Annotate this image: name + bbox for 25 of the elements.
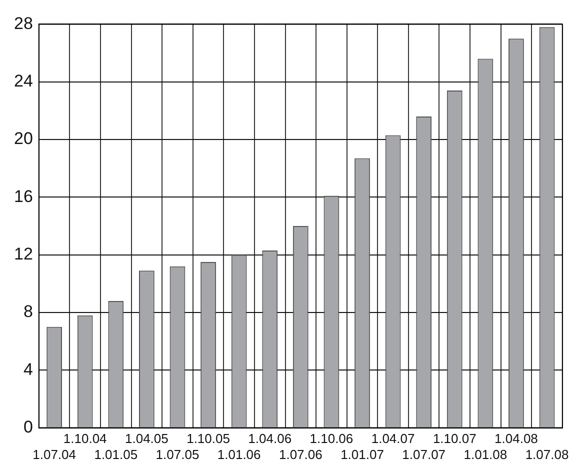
- x-tick-label: 1.10.04: [63, 431, 107, 446]
- x-tick-label: 1.04.05: [125, 431, 168, 446]
- y-tick-label: 4: [23, 360, 33, 379]
- x-tick-label: 1.01.07: [340, 446, 384, 462]
- y-tick-label: 0: [23, 417, 33, 436]
- y-tick-label: 28: [14, 14, 33, 33]
- x-tick-label: 1.01.08: [464, 446, 508, 462]
- x-tick-label: 1.01.05: [94, 446, 138, 462]
- x-tick-label: 1.07.05: [156, 446, 200, 462]
- x-tick-label: 1.10.06: [310, 431, 354, 446]
- y-tick-label: 8: [23, 302, 33, 322]
- x-tick-label: 1.01.06: [217, 446, 261, 462]
- y-tick-label: 20: [14, 129, 33, 148]
- x-tick-label: 1.10.07: [432, 431, 476, 446]
- x-tick-label: 1.07.08: [525, 446, 569, 462]
- y-tick-label: 12: [14, 244, 33, 264]
- x-tick-label: 1.07.07: [402, 446, 446, 462]
- x-tick-label: 1.04.07: [371, 431, 415, 446]
- y-tick-label: 24: [14, 72, 33, 91]
- x-tick-label: 1.04.08: [494, 431, 538, 446]
- x-tick-label: 1.04.06: [248, 431, 292, 446]
- y-tick-label: 16: [14, 186, 33, 206]
- x-tick-label: 1.10.05: [186, 431, 230, 446]
- x-tick-label: 1.07.04: [32, 446, 76, 462]
- x-tick-label: 1.07.06: [278, 446, 322, 462]
